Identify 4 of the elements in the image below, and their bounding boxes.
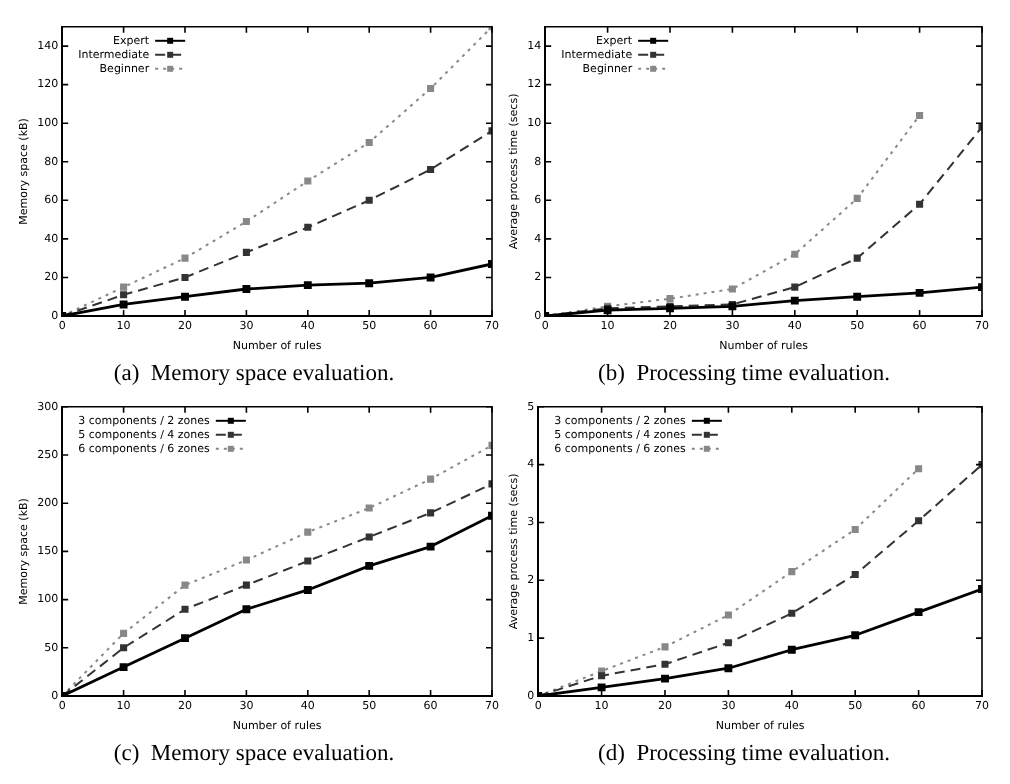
text: (c) Memory space evaluation. <box>113 742 395 767</box>
text: (b) Processing time evaluation. <box>598 362 891 387</box>
text: (a) Memory space evaluation. <box>113 362 395 387</box>
text: (d) Processing time evaluation. <box>598 742 891 767</box>
